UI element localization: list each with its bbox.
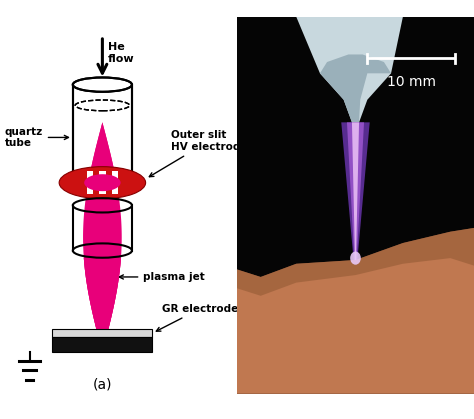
Bar [99,171,106,194]
Polygon shape [341,122,370,260]
Text: (b): (b) [346,378,365,392]
Polygon shape [95,122,110,352]
Text: Outer slit
HV electrode: Outer slit HV electrode [149,130,247,177]
Text: plasma jet: plasma jet [119,272,205,282]
Bar [73,198,132,258]
Text: quartz
tube: quartz tube [5,127,68,148]
Polygon shape [83,122,122,352]
Polygon shape [237,228,474,394]
Bar [112,171,118,194]
Bar [87,171,93,194]
Bar [73,78,132,182]
Polygon shape [320,54,391,122]
Text: He
flow: He flow [108,42,135,64]
Text: 10 mm: 10 mm [387,75,436,89]
Ellipse shape [350,251,361,265]
Polygon shape [296,17,403,122]
Text: (a): (a) [92,378,112,392]
Polygon shape [347,122,364,260]
Bar [52,337,153,352]
Bar [52,329,153,337]
Polygon shape [83,122,122,352]
Polygon shape [352,122,359,260]
Polygon shape [237,228,474,296]
Ellipse shape [84,174,120,191]
Text: GR electrode: GR electrode [156,304,238,331]
Polygon shape [95,122,110,352]
Polygon shape [83,122,122,352]
Ellipse shape [59,167,146,199]
